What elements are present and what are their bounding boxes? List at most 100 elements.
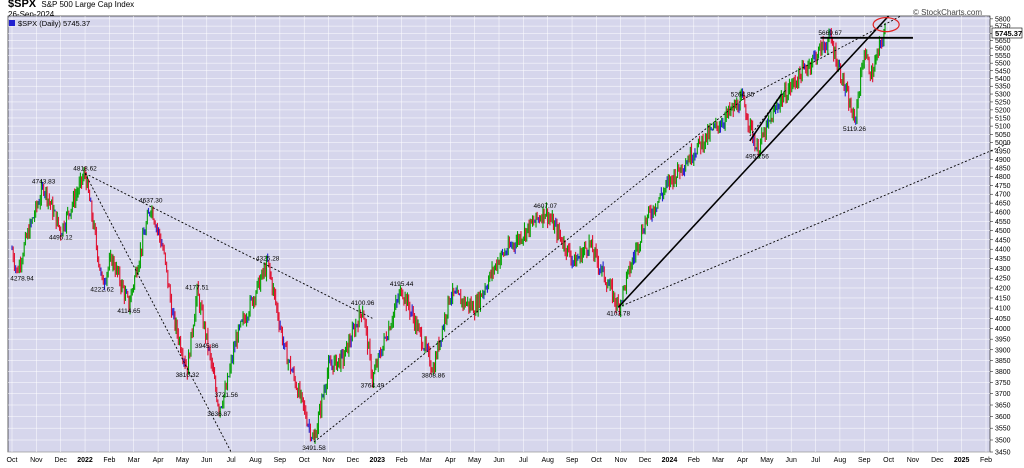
pivot-label: 4177.51: [185, 284, 209, 291]
y-tick-label: 5050: [995, 132, 1011, 139]
y-tick-label: 5550: [995, 53, 1011, 60]
x-tick-label: Sep: [858, 457, 871, 464]
x-tick-label: Sep: [274, 457, 287, 464]
y-axis: 3450 3500 3550 3600 3650 3700 3750 3800 3850 3900…: [990, 16, 1011, 457]
x-tick-label: Oct: [591, 457, 602, 464]
x-tick-label: May: [468, 457, 482, 464]
y-tick-label: 4350: [995, 256, 1011, 263]
x-tick-label: Dec: [347, 457, 360, 464]
y-tick-label: 5500: [995, 61, 1011, 68]
y-tick-label: 4100: [995, 306, 1011, 313]
y-tick-label: 3500: [995, 438, 1011, 445]
y-tick-label: 4300: [995, 266, 1011, 273]
legend-swatch: [9, 20, 15, 26]
x-tick-label: Jul: [227, 457, 236, 464]
pivot-label: 4818.62: [73, 165, 97, 172]
y-tick-label: 4950: [995, 148, 1011, 155]
x-tick-label: Sep: [566, 457, 579, 464]
pivot-label: 3808.86: [422, 372, 446, 379]
trendline: [84, 173, 373, 319]
y-tick-label: 4400: [995, 247, 1011, 254]
y-tick-label: 5250: [995, 99, 1011, 106]
y-tick-label: 5650: [995, 38, 1011, 45]
legend: $SPX (Daily) 5745.37: [9, 19, 90, 28]
pivot-label: 4953.56: [745, 153, 769, 160]
y-tick-label: 3850: [995, 358, 1011, 365]
y-tick-label: 5400: [995, 76, 1011, 83]
trendline: [313, 99, 743, 443]
y-tick-label: 5300: [995, 92, 1011, 99]
y-tick-label: 4250: [995, 276, 1011, 283]
y-tick-label: 4000: [995, 326, 1011, 333]
highlight-circle: [872, 17, 900, 33]
y-tick-label: 3650: [995, 403, 1011, 410]
x-tick-label: Oct: [7, 457, 18, 464]
y-tick-label: 4750: [995, 183, 1011, 190]
x-tick-label: Feb: [103, 457, 115, 464]
y-tick-label: 3800: [995, 369, 1011, 376]
x-tick-label: 2023: [369, 457, 385, 464]
pivot-label: 4222.62: [90, 287, 114, 294]
x-tick-label: Nov: [322, 457, 335, 464]
x-tick-label: Feb: [688, 457, 700, 464]
pivot-label: 5669.67: [818, 30, 842, 37]
pivot-label: 3764.49: [361, 382, 385, 389]
y-tick-label: 5600: [995, 46, 1011, 53]
y-tick-label: 4200: [995, 285, 1011, 292]
x-tick-label: Nov: [615, 457, 628, 464]
x-tick-label: Feb: [396, 457, 408, 464]
x-tick-label: Jun: [786, 457, 797, 464]
y-tick-label: 4500: [995, 228, 1011, 235]
y-tick-label: 5800: [995, 16, 1011, 23]
y-tick-label: 4450: [995, 237, 1011, 244]
trendline: [617, 15, 890, 308]
trend-lines: [84, 15, 1011, 453]
y-tick-label: 5200: [995, 107, 1011, 114]
legend-label: $SPX (Daily) 5745.37: [18, 19, 90, 28]
x-axis: Oct Nov Dec 2022 Feb Mar Apr May Jun Jul Aug Sep Oct…: [7, 457, 993, 464]
price-bars: [11, 22, 886, 444]
pivot-label: 3810.32: [176, 372, 200, 379]
x-tick-label: Mar: [420, 457, 433, 464]
x-tick-label: Aug: [834, 457, 847, 464]
y-tick-label: 4050: [995, 316, 1011, 323]
y-tick-label: 3700: [995, 391, 1011, 398]
pivot-label: 4103.78: [607, 310, 631, 317]
x-tick-label: Oct: [883, 457, 894, 464]
trendline: [618, 142, 1011, 308]
x-tick-label: Nov: [30, 457, 43, 464]
x-tick-label: Jul: [519, 457, 528, 464]
x-tick-label: Jun: [493, 457, 504, 464]
x-tick-label: Dec: [54, 457, 67, 464]
pivot-label: 4743.83: [32, 178, 56, 185]
last-value-text: 5745.37: [995, 29, 1022, 38]
y-tick-label: 4900: [995, 157, 1011, 164]
pivot-labels: 4278.94 4743.83 4495.12 4818.62 4222.62 4114.…: [10, 30, 866, 452]
x-tick-label: Aug: [541, 457, 554, 464]
y-tick-label: 3550: [995, 426, 1011, 433]
y-tick-label: 5450: [995, 68, 1011, 75]
y-tick-label: 4600: [995, 210, 1011, 217]
y-tick-label: 3750: [995, 380, 1011, 387]
pivot-label: 4114.65: [117, 308, 140, 315]
index-name: S&P 500 Large Cap Index: [41, 0, 135, 9]
x-tick-label: Jun: [201, 457, 212, 464]
x-tick-label: May: [176, 457, 190, 464]
y-tick-label: 5100: [995, 124, 1011, 131]
y-tick-label: 3950: [995, 337, 1011, 344]
symbol-label: $SPX: [8, 0, 37, 10]
x-tick-label: Dec: [639, 457, 652, 464]
pivot-label: 4278.94: [10, 275, 34, 282]
y-tick-label: 3600: [995, 414, 1011, 421]
x-tick-label: Mar: [712, 457, 725, 464]
pivot-label: 3636.87: [207, 411, 231, 418]
y-tick-label: 5150: [995, 115, 1011, 122]
y-tick-label: 5350: [995, 84, 1011, 91]
pivot-label: 4495.12: [49, 234, 73, 241]
y-tick-label: 4650: [995, 201, 1011, 208]
x-tick-label: Oct: [299, 457, 310, 464]
pivot-label: 4637.30: [139, 197, 163, 204]
x-tick-label: Aug: [249, 457, 262, 464]
trendline: [749, 89, 787, 137]
x-tick-label: Apr: [153, 457, 165, 464]
